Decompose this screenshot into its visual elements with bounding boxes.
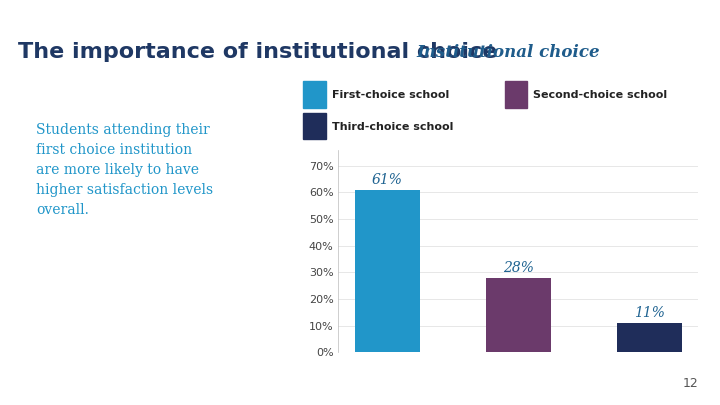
Text: The importance of institutional choice: The importance of institutional choice [18,43,498,62]
Bar [486,278,551,352]
Text: 11%: 11% [634,306,665,320]
Text: Third-choice school: Third-choice school [332,122,454,132]
Bar [303,113,326,139]
Text: Institutional choice: Institutional choice [417,44,600,61]
Text: 61%: 61% [372,173,403,187]
Text: 28%: 28% [503,260,534,275]
Text: 12: 12 [683,377,698,390]
Text: Second-choice school: Second-choice school [534,90,667,100]
Bar [303,81,326,108]
Text: First-choice school: First-choice school [332,90,449,100]
Bar [355,190,420,352]
Bar [505,81,527,108]
Text: Students attending their
first choice institution
are more likely to have
higher: Students attending their first choice in… [36,123,213,217]
Bar [616,323,682,352]
